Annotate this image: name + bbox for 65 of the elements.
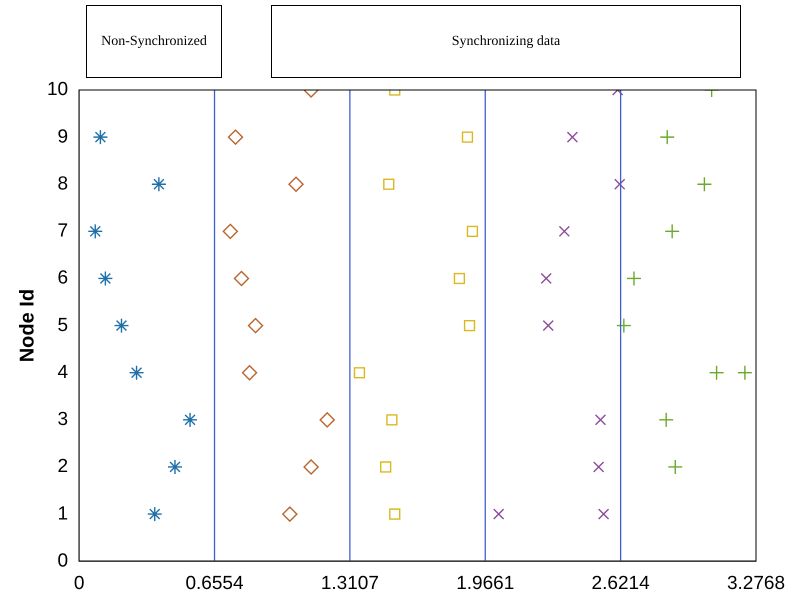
y-tick-label: 10 bbox=[46, 79, 68, 100]
x-tick-label: 3.2768 bbox=[726, 572, 786, 594]
point bbox=[540, 272, 552, 284]
point bbox=[114, 318, 130, 334]
point bbox=[386, 414, 398, 426]
point bbox=[92, 129, 108, 145]
point bbox=[128, 365, 144, 380]
y-tick-label: 9 bbox=[58, 126, 68, 148]
point bbox=[464, 320, 476, 332]
x-tick-label: 1.3107 bbox=[320, 572, 379, 594]
point bbox=[303, 459, 319, 475]
y-tick-label: 6 bbox=[58, 268, 68, 289]
point bbox=[616, 318, 632, 334]
point bbox=[660, 129, 675, 145]
y-tick-label: 0 bbox=[58, 550, 68, 572]
point bbox=[380, 461, 392, 473]
y-tick-label: 7 bbox=[58, 220, 68, 242]
point bbox=[228, 129, 244, 145]
point bbox=[389, 508, 400, 520]
point bbox=[598, 508, 610, 520]
point bbox=[88, 224, 103, 240]
point bbox=[594, 414, 606, 426]
y-axis-title: Node Id bbox=[16, 288, 39, 362]
point bbox=[664, 224, 680, 240]
point bbox=[708, 365, 724, 380]
point bbox=[282, 506, 298, 522]
x-tick-label: 0 bbox=[74, 572, 84, 594]
point bbox=[248, 318, 264, 334]
point bbox=[147, 506, 162, 522]
y-tick-label: 4 bbox=[58, 362, 69, 383]
point bbox=[222, 224, 238, 240]
point bbox=[737, 365, 753, 380]
point bbox=[234, 270, 250, 286]
point bbox=[566, 131, 578, 143]
point bbox=[696, 176, 712, 192]
point bbox=[98, 270, 114, 286]
point bbox=[668, 459, 683, 475]
point bbox=[592, 461, 604, 473]
point bbox=[383, 178, 394, 190]
y-tick-label: 1 bbox=[58, 503, 68, 524]
point bbox=[493, 508, 504, 520]
point bbox=[614, 178, 626, 190]
point bbox=[454, 272, 466, 284]
text: Non-Synchronized bbox=[86, 5, 222, 78]
point bbox=[354, 367, 366, 378]
point bbox=[167, 459, 183, 475]
point bbox=[462, 131, 474, 143]
y-tick-label: 3 bbox=[58, 409, 68, 430]
x-tick-label: 1.9661 bbox=[456, 572, 514, 594]
point bbox=[658, 412, 674, 428]
point bbox=[320, 412, 335, 428]
y-tick-label: 2 bbox=[58, 456, 68, 478]
point bbox=[288, 176, 304, 192]
x-tick-label: 0.6554 bbox=[185, 572, 244, 594]
point bbox=[558, 226, 570, 238]
point bbox=[182, 412, 198, 428]
y-tick-label: 5 bbox=[58, 314, 68, 336]
point bbox=[151, 176, 167, 192]
point bbox=[466, 226, 478, 238]
y-tick-label: 8 bbox=[58, 173, 68, 194]
point bbox=[626, 270, 642, 286]
point bbox=[542, 320, 554, 332]
text: Synchronizing data bbox=[271, 5, 741, 78]
x-tick-label: 2.6214 bbox=[592, 572, 650, 594]
point bbox=[242, 365, 258, 380]
